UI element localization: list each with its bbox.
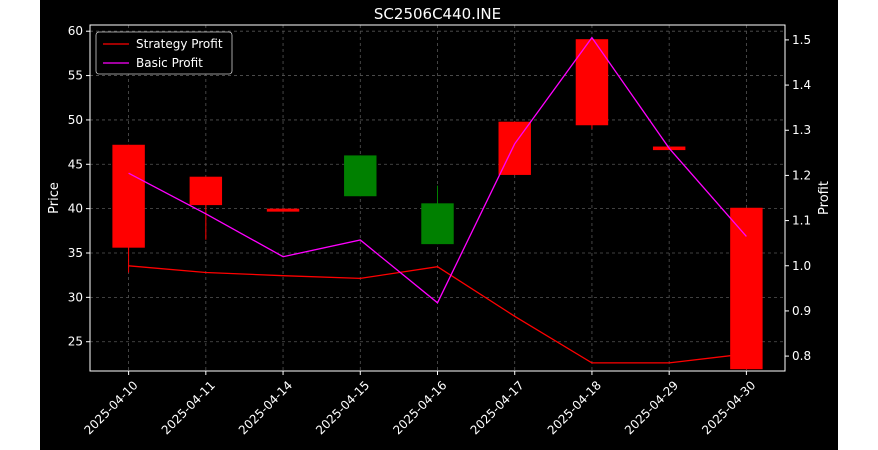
tick-label-left: 55: [68, 69, 83, 83]
tick-label-left: 60: [68, 24, 83, 38]
legend-box: [95, 31, 233, 75]
y-axis-label-left: Price: [47, 182, 62, 214]
tick-label-right: 1.4: [792, 78, 811, 92]
tick-label-left: 50: [68, 113, 83, 127]
series-line-basic-profit: [128, 36, 747, 304]
tick-label-right: 1.3: [792, 123, 811, 137]
tick-label-right: 1.0: [792, 259, 811, 273]
legend-label: Basic Profit: [136, 56, 203, 70]
tick-label-left: 35: [68, 246, 83, 260]
candle-body: [421, 203, 454, 245]
tick-label-right: 1.1: [792, 214, 811, 228]
chart-title: SC2506C440.INE: [374, 5, 501, 23]
tick-label-left: 30: [68, 290, 83, 304]
candle-body: [112, 144, 145, 248]
series-line-strategy-profit: [128, 265, 747, 364]
tick-label-left: 45: [68, 157, 83, 171]
tick-label-right: 1.5: [792, 33, 811, 47]
candle-body: [730, 207, 763, 370]
tick-label-right: 0.9: [792, 304, 811, 318]
tick-label-left: 40: [68, 202, 83, 216]
legend-label: Strategy Profit: [136, 37, 223, 51]
candle-body: [189, 176, 223, 206]
candle-body: [266, 208, 300, 212]
tick-label-right: 0.8: [792, 349, 811, 363]
candle-body: [344, 155, 377, 197]
tick-label-right: 1.2: [792, 168, 811, 182]
tick-label-left: 25: [68, 335, 83, 349]
y-axis-label-right: Profit: [817, 181, 832, 215]
